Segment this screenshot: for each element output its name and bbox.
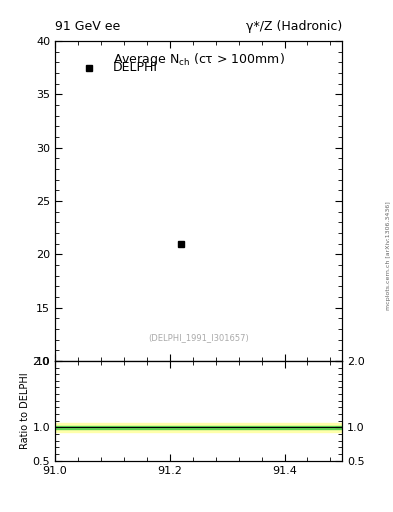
Text: 91 GeV ee: 91 GeV ee xyxy=(55,20,120,33)
Bar xyxy=(55,423,342,432)
Bar xyxy=(55,426,342,429)
Text: Average $\rm{N_{ch}}$ (cτ > 100mm): Average $\rm{N_{ch}}$ (cτ > 100mm) xyxy=(112,51,285,68)
Text: γ*/Z (Hadronic): γ*/Z (Hadronic) xyxy=(246,20,342,33)
Text: DELPHI: DELPHI xyxy=(112,61,158,74)
Y-axis label: Ratio to DELPHI: Ratio to DELPHI xyxy=(20,373,29,449)
Text: mcplots.cern.ch [arXiv:1306.3436]: mcplots.cern.ch [arXiv:1306.3436] xyxy=(386,202,391,310)
Text: (DELPHI_1991_I301657): (DELPHI_1991_I301657) xyxy=(148,333,249,342)
